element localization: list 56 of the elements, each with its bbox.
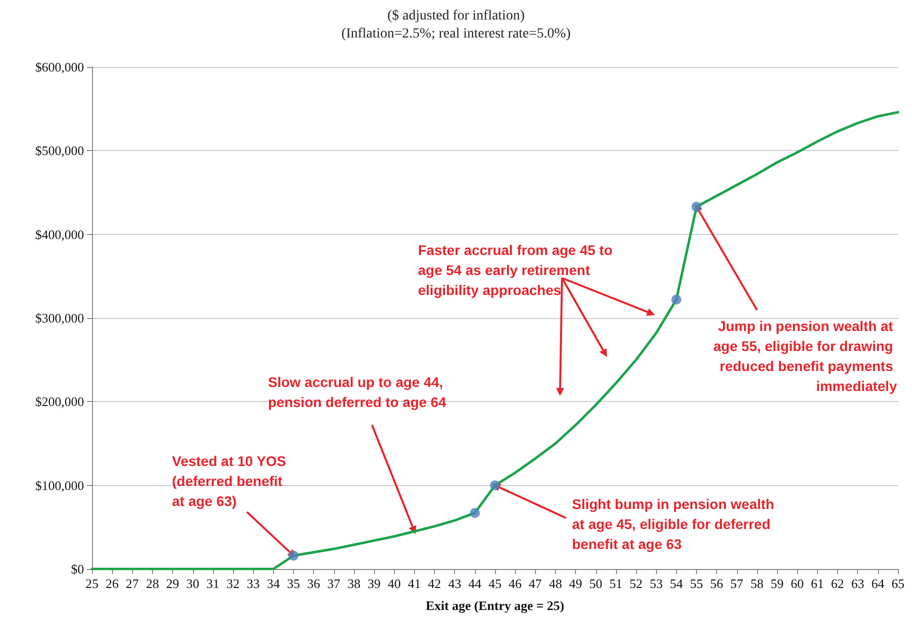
y-tick-label: $600,000 [35,60,84,74]
x-tick-label: 62 [831,576,844,591]
x-tick-label: 48 [548,576,562,591]
x-tick-label: 31 [206,576,220,591]
x-tick-label: 27 [126,576,140,591]
x-tick-label: 33 [246,576,260,591]
x-tick-label: 43 [448,576,462,591]
x-tick-label: 29 [166,576,180,591]
chart-title: ($ adjusted for inflation) [387,8,525,24]
x-tick-label: 41 [408,576,421,591]
x-tick-label: 52 [630,576,643,591]
y-tick-label: $100,000 [35,478,84,493]
x-tick-label: 64 [871,576,885,591]
x-tick-label: 46 [508,576,522,591]
annotation: Faster accrual from age 45 to age 54 as early retirement eligibility approaches [418,242,616,298]
x-axis-title: Exit age (Entry age = 25) [426,598,564,613]
x-tick-label: 61 [810,576,824,591]
x-tick-label: 47 [528,576,542,591]
x-tick-label: 39 [368,576,381,591]
y-tick-label: $200,000 [35,394,84,410]
x-tick-label: 65 [892,576,904,591]
x-tick-label: 63 [851,576,864,591]
x-tick-label: 40 [388,576,401,591]
x-tick-label: 45 [488,576,502,591]
x-tick-label: 34 [266,576,280,591]
x-tick-label: 35 [287,576,300,591]
x-tick-label: 55 [690,576,703,591]
annotation: Slight bump in pension wealth at age 45, eligible for deferred benefit at age 63 [572,496,778,552]
y-tick-label: $300,000 [35,310,84,326]
x-tick-label: 49 [569,576,582,591]
x-tick-label: 36 [307,576,321,591]
x-tick-label: 38 [347,576,360,591]
x-tick-label: 54 [670,576,684,591]
y-tick-label: $0 [71,562,84,576]
x-tick-label: 26 [106,576,120,591]
x-tick-label: 50 [589,576,602,591]
x-tick-label: 37 [327,576,341,591]
x-tick-label: 51 [609,576,622,591]
annotation: Jump in pension wealth at age 55, eligible for drawing reduced benefit payments immediately [713,318,898,394]
x-tick-label: 42 [428,576,442,591]
x-tick-label: 58 [750,576,764,591]
x-tick-label: 53 [650,576,663,591]
y-tick-label: $500,000 [35,143,84,158]
x-tick-label: 32 [226,576,240,591]
x-tick-label: 30 [186,576,200,591]
x-tick-label: 56 [710,576,724,591]
x-tick-label: 28 [146,576,159,591]
x-tick-label: 59 [770,576,784,591]
annotation: Vested at 10 YOS (deferred benefit at age 63) [172,453,290,509]
x-tick-label: 60 [790,576,804,591]
x-tick-label: 57 [730,576,744,591]
y-tick-label: $400,000 [35,226,84,242]
annotation: Slow accrual up to age 44, pension deferred to age 64 [268,374,447,410]
x-tick-label: 44 [468,576,482,591]
x-tick-label: 25 [86,576,98,591]
chart-subtitle: (Inflation=2.5%; real interest rate=5.0%) [341,26,571,42]
